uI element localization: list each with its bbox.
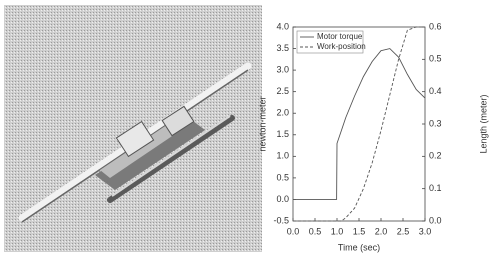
x-tick-label: 0.5 — [309, 226, 322, 236]
mechanism-image — [4, 5, 262, 252]
y-tick-label: 1.5 — [276, 129, 289, 139]
y2-tick-label: 0.6 — [429, 21, 442, 31]
y-axis-label: newton-meter — [257, 96, 267, 151]
y2-tick-label: 0.5 — [429, 54, 442, 64]
x-tick-label: 2.0 — [375, 226, 388, 236]
page: Time (sec) newton-meter Length (meter) 0… — [0, 0, 494, 257]
x-axis-label: Time (sec) — [338, 242, 380, 252]
series-line — [293, 49, 425, 200]
x-tick-label: 1.5 — [353, 226, 366, 236]
y-tick-label: 4.0 — [276, 21, 289, 31]
y2-tick-label: 0.4 — [429, 86, 442, 96]
series-line — [293, 27, 425, 221]
plot-frame — [293, 27, 425, 221]
y-tick-label: 3.0 — [276, 64, 289, 74]
y-tick-label: 2.0 — [276, 108, 289, 118]
y-tick-label: 2.5 — [276, 86, 289, 96]
y-tick-label: 0.5 — [276, 172, 289, 182]
y-tick-label: -0.5 — [273, 215, 289, 225]
y2-tick-label: 0.3 — [429, 118, 442, 128]
x-tick-label: 3.0 — [419, 226, 432, 236]
y-tick-label: 0.0 — [276, 194, 289, 204]
y2-axis-label: Length (meter) — [478, 94, 488, 153]
y2-tick-label: 0.1 — [429, 183, 442, 193]
legend-label: Motor torque — [317, 32, 363, 41]
y-tick-label: 1.0 — [276, 151, 289, 161]
legend-label: Work-position — [317, 42, 366, 51]
y2-tick-label: 0.2 — [429, 151, 442, 161]
y2-tick-label: 0.0 — [429, 215, 442, 225]
x-tick-label: 2.5 — [397, 226, 410, 236]
x-tick-label: 0.0 — [287, 226, 300, 236]
y-tick-label: 3.5 — [276, 43, 289, 53]
x-tick-label: 1.0 — [331, 226, 344, 236]
